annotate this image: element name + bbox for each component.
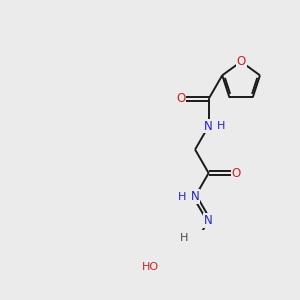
Text: H: H xyxy=(217,121,226,131)
Text: O: O xyxy=(236,55,246,68)
Text: N: N xyxy=(191,190,200,203)
Text: N: N xyxy=(204,214,213,226)
Text: O: O xyxy=(232,167,241,180)
Text: H: H xyxy=(178,192,186,202)
Text: H: H xyxy=(180,233,188,243)
Text: O: O xyxy=(176,92,185,105)
Text: N: N xyxy=(204,119,213,133)
Text: HO: HO xyxy=(142,262,159,272)
